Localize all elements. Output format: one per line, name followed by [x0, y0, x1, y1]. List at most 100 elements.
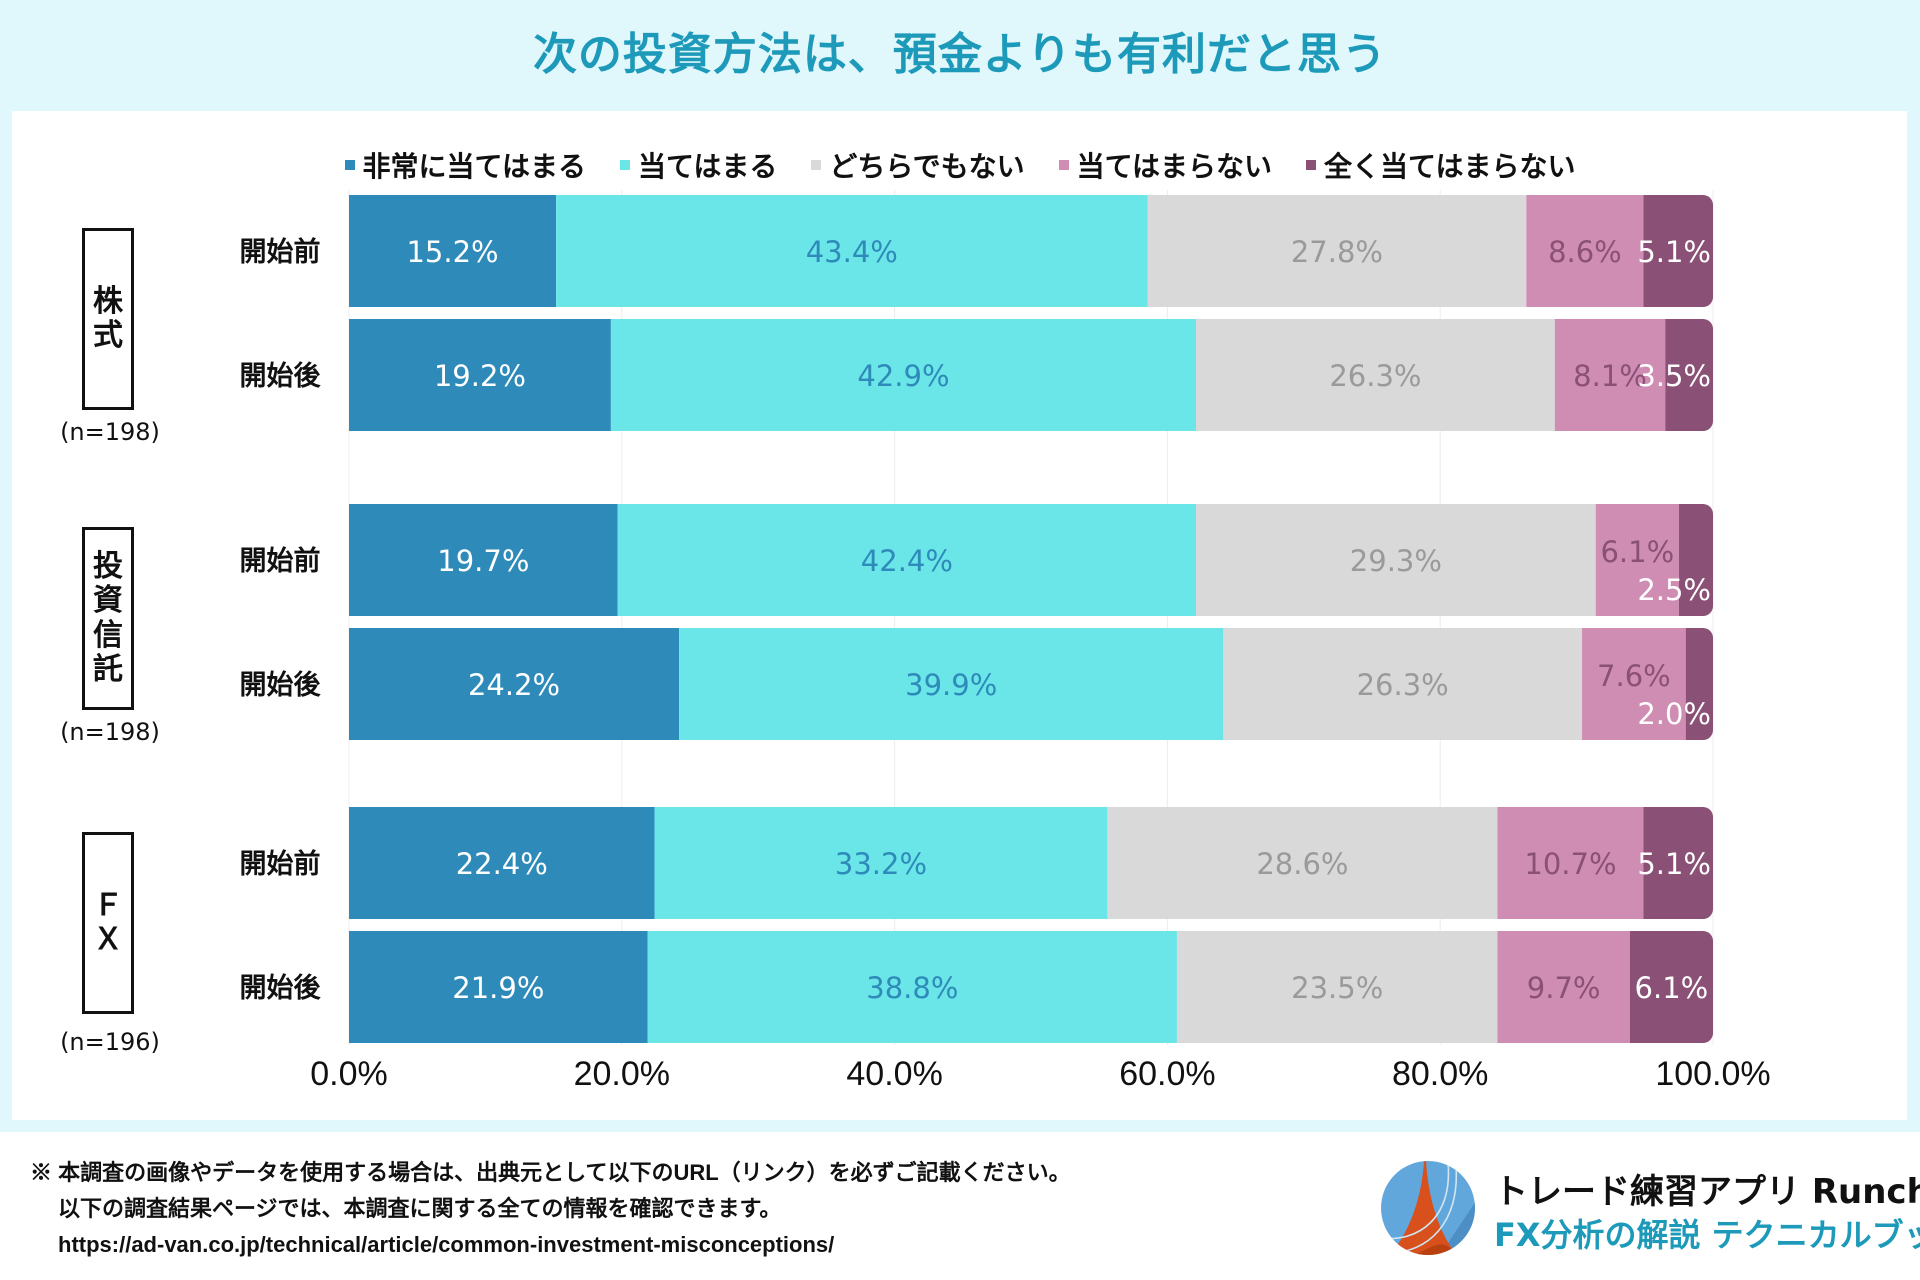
- bar-segment: [1147, 195, 1527, 307]
- legend-label: 全く当てはまらない: [1324, 150, 1576, 183]
- data-label: 26.3%: [1329, 359, 1421, 393]
- group-label-char: 資: [93, 583, 123, 618]
- data-label: 21.9%: [452, 971, 544, 1005]
- group-label-char: 投: [93, 548, 123, 584]
- row-label: 開始後: [240, 669, 322, 701]
- row-label: 開始前: [240, 545, 321, 577]
- bar-segment: [1176, 931, 1498, 1043]
- group-label-box: 株式: [82, 228, 134, 410]
- bar-segment: [679, 628, 1224, 740]
- bar-segment: [349, 931, 648, 1043]
- bar-segment: [349, 807, 655, 919]
- bar-segment: [610, 319, 1197, 431]
- data-label: 23.5%: [1291, 971, 1383, 1005]
- footer-note: ※ 本調査の画像やデータを使用する場合は、出典元として以下のURL（リンク）を必…: [30, 1155, 1071, 1263]
- data-label: 2.5%: [1637, 573, 1711, 607]
- data-label: 7.6%: [1597, 659, 1671, 693]
- data-label: 33.2%: [835, 847, 927, 881]
- legend-swatch: [344, 160, 355, 170]
- bar-segment: [1526, 195, 1644, 307]
- group-label-char: 株: [93, 283, 123, 319]
- legend-label: 当てはまる: [637, 150, 778, 183]
- data-label: 38.8%: [866, 971, 958, 1005]
- data-label: 29.3%: [1350, 544, 1442, 578]
- data-label: 27.8%: [1291, 235, 1383, 269]
- group-label-char: 信: [93, 617, 123, 653]
- legend-item: 当てはまらない: [1058, 145, 1273, 185]
- bar-segment: [1643, 807, 1713, 919]
- x-tick-label: 0.0%: [310, 1055, 388, 1093]
- row-label: 開始後: [240, 360, 322, 392]
- bar-segment: [349, 195, 557, 307]
- bar-segment: [1196, 319, 1555, 431]
- data-label: 5.1%: [1637, 235, 1711, 269]
- legend-label: どちらでもない: [829, 150, 1025, 183]
- bar-row: [349, 931, 1713, 1043]
- bar-segment: [1497, 931, 1630, 1043]
- data-label: 10.7%: [1524, 847, 1616, 881]
- bar-row: [349, 807, 1713, 919]
- row-label: 開始前: [240, 848, 321, 880]
- group-label-char: Ｆ: [93, 887, 123, 923]
- chart-plot: 開始前 15.2% 43.4% 27.8% 8.6% 5.1% 開始後 19.2% 42.9% 2…: [240, 190, 1771, 1093]
- legend-label: 当てはまらない: [1076, 150, 1273, 183]
- bar-segment: [617, 504, 1197, 616]
- bar-segment: [349, 504, 618, 616]
- bar-row: [349, 195, 1713, 307]
- bar-segment: [654, 807, 1108, 919]
- bar-segment: [1554, 319, 1666, 431]
- data-label: 6.1%: [1635, 971, 1709, 1005]
- bar-row: [349, 628, 1713, 740]
- group-label-char: 託: [93, 652, 123, 687]
- data-label: 6.1%: [1600, 535, 1674, 569]
- bar-row: [349, 504, 1713, 616]
- runcha-globe-logo-icon: [1381, 1161, 1475, 1255]
- data-label: 3.5%: [1637, 359, 1711, 393]
- group-label-char: Ｘ: [93, 922, 123, 957]
- bar-segment: [556, 195, 1148, 307]
- legend-swatch: [1306, 160, 1317, 170]
- data-label: 8.1%: [1573, 359, 1647, 393]
- legend: 非常に当てはまる 当てはまる どちらでもない 当てはまらない 全く当てはまらない: [0, 145, 1920, 185]
- bars-layer: [349, 195, 1713, 1043]
- bar-segment: [1196, 504, 1596, 616]
- bar-segment: [1678, 504, 1713, 616]
- x-tick-label: 20.0%: [574, 1055, 670, 1093]
- bar-segment: [349, 628, 680, 740]
- bar-segment: [647, 931, 1177, 1043]
- footer-note-line1: ※ 本調査の画像やデータを使用する場合は、出典元として以下のURL（リンク）を必…: [30, 1160, 1071, 1185]
- bar-segment: [349, 319, 611, 431]
- bar-segment: [1595, 504, 1679, 616]
- group-sample-size: (n=196): [60, 1028, 160, 1056]
- legend-item: 当てはまる: [619, 145, 778, 185]
- bar-segment: [1223, 628, 1583, 740]
- bar-segment: [1497, 807, 1644, 919]
- x-tick-label: 80.0%: [1392, 1055, 1488, 1093]
- footer-url[interactable]: https://ad-van.co.jp/technical/article/c…: [58, 1232, 835, 1257]
- bar-segment: [1629, 931, 1713, 1043]
- group-label-box: 投資信託: [82, 527, 134, 710]
- data-label: 8.6%: [1548, 235, 1622, 269]
- bar-segment: [1582, 628, 1686, 740]
- data-label: 42.4%: [861, 544, 953, 578]
- data-label: 42.9%: [857, 359, 949, 393]
- data-label: 2.0%: [1637, 697, 1711, 731]
- group-sample-size: (n=198): [60, 718, 160, 746]
- data-label: 43.4%: [806, 235, 898, 269]
- bar-segment: [1107, 807, 1498, 919]
- data-label: 26.3%: [1357, 668, 1449, 702]
- data-label: 5.1%: [1637, 847, 1711, 881]
- bar-segment: [1665, 319, 1713, 431]
- bar-row: [349, 319, 1713, 431]
- data-label: 22.4%: [456, 847, 548, 881]
- labels-layer: 開始前 15.2% 43.4% 27.8% 8.6% 5.1% 開始後 19.2% 42.9% 2…: [240, 235, 1712, 1005]
- legend-item: どちらでもない: [811, 145, 1025, 185]
- x-tick-label: 60.0%: [1119, 1055, 1215, 1093]
- x-tick-label: 100.0%: [1655, 1055, 1770, 1093]
- data-label: 39.9%: [905, 668, 997, 702]
- data-label: 24.2%: [468, 668, 560, 702]
- chart-title: 次の投資方法は、預金よりも有利だと思う: [532, 29, 1388, 80]
- legend-swatch: [1058, 160, 1069, 170]
- legend-swatch: [619, 160, 630, 170]
- row-label: 開始前: [240, 236, 321, 268]
